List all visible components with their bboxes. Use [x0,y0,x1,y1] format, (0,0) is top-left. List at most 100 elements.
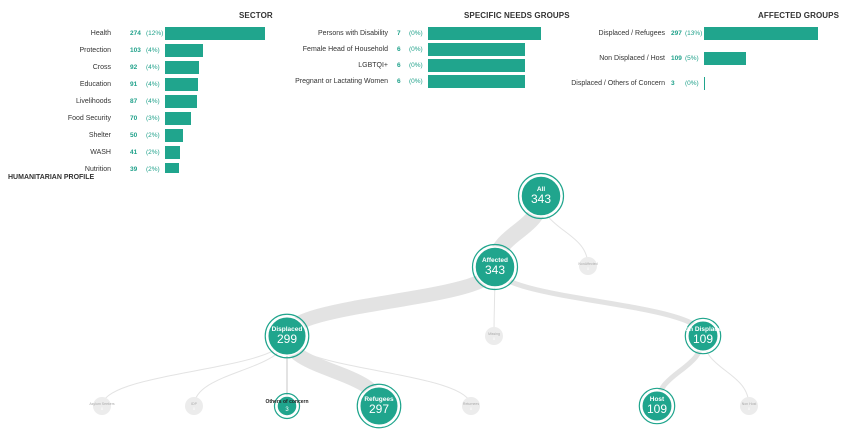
node-label: Asylum Seekers [89,402,115,406]
sector-bar[interactable] [165,78,198,91]
sector-row[interactable]: Protection 103 (4%) [0,44,290,58]
sector-row[interactable]: Shelter 50 (2%) [0,129,290,143]
sector-bar[interactable] [165,61,199,74]
sector-bar[interactable] [165,44,203,57]
node-value: 0 [587,266,590,271]
sector-bar[interactable] [165,146,180,159]
sector-row-percent: (2%) [146,149,160,156]
sector-row-percent: (4%) [146,81,160,88]
affected-row-label: Displaced / Others of Concern [571,80,665,87]
needs-row[interactable]: Female Head of Household 6 (0%) [280,43,570,57]
node-value: 299 [277,332,297,346]
node-circle [359,386,399,426]
node-ring [356,383,402,429]
node-value: 3 [285,407,289,413]
needs-row-count: 7 [397,30,401,37]
needs-row[interactable]: Persons with Disability 7 (0%) [280,27,570,41]
affected-bar[interactable] [704,27,818,40]
sector-bar[interactable] [165,112,191,125]
needs-row[interactable]: Pregnant or Lactating Women 6 (0%) [280,75,570,89]
needs-bar[interactable] [428,43,525,56]
node-ring [517,172,565,220]
sector-row-percent: (12%) [146,30,164,37]
sector-row-label: Cross [92,64,111,71]
tree-node-others[interactable]: Others of concern 3 [265,392,309,420]
node-ring [264,313,310,359]
sector-row[interactable]: Food Security 70 (3%) [0,112,290,126]
tree-link-displaced [280,260,502,343]
profile-title: HUMANITARIAN PROFILE [8,174,95,181]
node-circle [266,315,308,357]
sector-row[interactable]: Health 274 (12%) [0,27,290,41]
affected-row-count: 109 [671,55,682,62]
affected-row[interactable]: Non Displaced / Host 109 (5%) [560,52,850,66]
node-label: Refugees [364,396,394,403]
tree-link-nondisplaced [492,264,706,339]
sector-bar[interactable] [165,163,179,173]
needs-bar[interactable] [428,59,525,72]
sector-row[interactable]: WASH 41 (2%) [0,146,290,160]
node-label: Non Displaced [680,326,725,333]
node-value: 343 [485,263,505,277]
needs-row[interactable]: LGBTQI+ 6 (0%) [280,59,570,73]
sector-row-count: 70 [130,115,138,122]
affected-bar[interactable] [704,52,746,65]
needs-row-label: Pregnant or Lactating Women [295,78,388,85]
node-value: 0 [101,406,104,411]
sector-row[interactable]: Cross 92 (4%) [0,61,290,75]
node-label: Non Host [742,402,757,406]
node-ring [638,387,676,425]
needs-row-percent: (0%) [409,30,423,37]
node-circle-inactive [485,327,503,345]
needs-bar[interactable] [428,27,541,40]
node-circle [474,246,516,288]
tree-links [101,188,750,413]
node-value: 0 [493,336,496,341]
affected-row[interactable]: Displaced / Others of Concern 3 (0%) [560,77,850,91]
node-label: NonAffected [578,262,597,266]
sector-row-label: Health [90,30,111,37]
node-label: Others of concern [265,399,308,405]
sector-row[interactable]: Nutrition 39 (2%) [0,163,290,173]
sector-row-percent: (2%) [146,132,160,139]
sector-bar[interactable] [165,129,183,142]
node-circle [520,175,562,217]
needs-row-percent: (0%) [409,46,423,53]
sector-row-count: 91 [130,81,138,88]
affected-row-label: Non Displaced / Host [599,55,665,62]
affected-title: AFFECTED GROUPS [758,11,840,20]
affected-row-percent: (13%) [685,30,703,37]
node-label: All [537,186,546,193]
needs-row-percent: (0%) [409,62,423,69]
needs-row-label: Female Head of Household [302,46,388,53]
affected-row[interactable]: Displaced / Refugees 297 (13%) [560,27,850,41]
sector-bar[interactable] [165,95,197,108]
node-value: 109 [693,332,713,346]
sector-row[interactable]: Livelihoods 87 (4%) [0,95,290,109]
sector-bar[interactable] [165,27,265,40]
node-value: 343 [531,192,551,206]
sector-row-label: Nutrition [84,166,111,173]
sector-row[interactable]: Education 91 (4%) [0,78,290,92]
node-value: 0 [193,406,196,411]
node-ring [273,392,301,420]
sector-row-percent: (3%) [146,115,160,122]
sector-row-label: Shelter [88,132,111,139]
affected-bar[interactable] [704,77,705,90]
needs-bar[interactable] [428,75,525,88]
node-label: Host [650,396,665,403]
